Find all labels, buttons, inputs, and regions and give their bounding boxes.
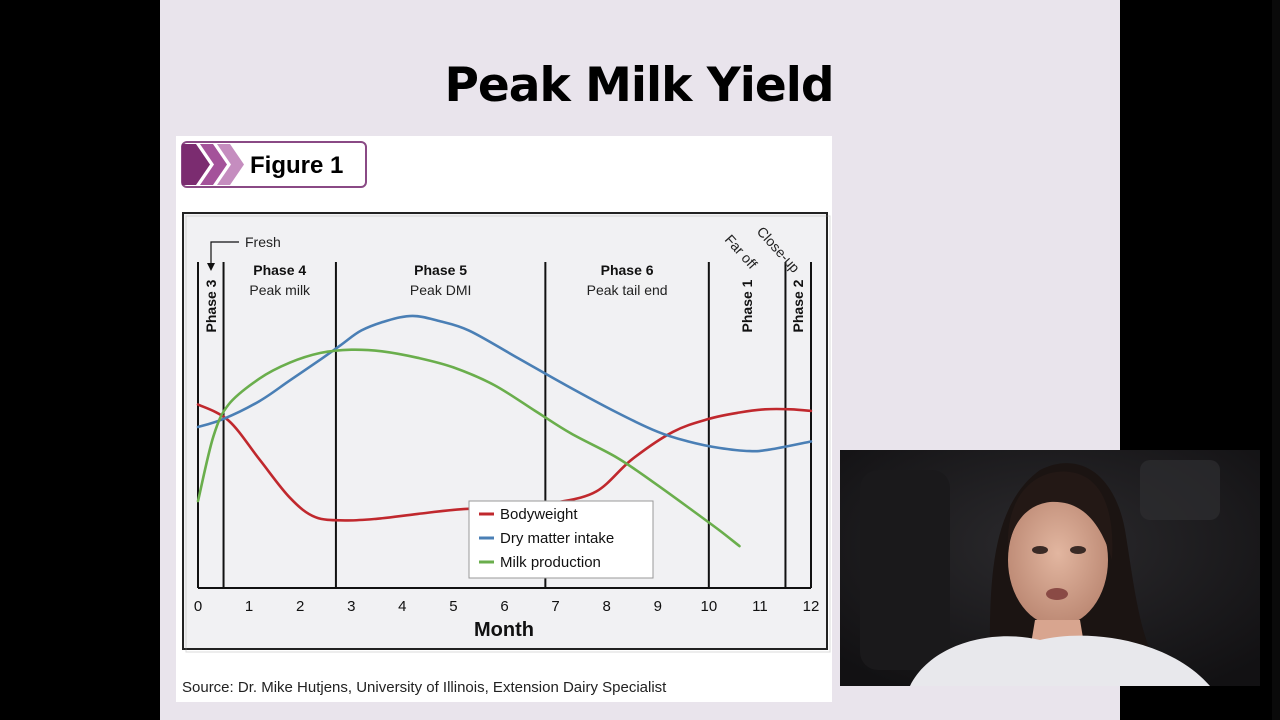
chart-frame [182, 212, 828, 650]
x-tick-label: 11 [752, 598, 768, 615]
phase-sublabel: Peak milk [249, 282, 311, 298]
x-tick-label: 0 [194, 598, 202, 615]
figure-source: Source: Dr. Mike Hutjens, University of … [182, 679, 667, 696]
chevron-1-icon [182, 144, 210, 185]
figure-badge: Figure 1 [181, 141, 367, 188]
x-tick-label: 6 [500, 598, 508, 615]
figure-label: Figure 1 [250, 152, 343, 179]
phase-sublabel: Peak DMI [410, 282, 471, 298]
phase-labels: Phase 3 Phase 4 Peak milk Phase 5 Peak DMI Ph… [203, 262, 806, 332]
chevron-3-icon [217, 144, 244, 185]
x-tick-labels: 0 1 2 3 4 5 6 7 8 9 10 11 12 [194, 598, 820, 615]
fresh-arrow-head-icon [207, 263, 215, 271]
window-edge [1272, 0, 1280, 720]
x-tick-label: 12 [803, 598, 820, 615]
x-tick-label: 3 [347, 598, 355, 615]
chart-frame-shadow [185, 215, 831, 653]
legend-box [468, 500, 654, 579]
chart-legend: Bodyweight Dry matter intake Milk producti… [468, 500, 654, 579]
slide-title: Peak Milk Yield [444, 58, 834, 113]
phase-label: Phase 6 [601, 262, 654, 278]
legend-label: Dry matter intake [500, 530, 614, 547]
series-line-milk-production [196, 348, 741, 548]
phase-sublabel: Peak tail end [587, 282, 668, 298]
phase-label: Phase 4 [253, 262, 306, 278]
x-tick-label: 2 [296, 598, 304, 615]
legend-label: Milk production [500, 554, 601, 571]
x-tick-label: 9 [654, 598, 662, 615]
x-axis-label: Month [474, 619, 534, 641]
phase-label-vertical: Phase 1 [739, 279, 755, 332]
presenter-image [840, 450, 1260, 686]
fresh-label: Fresh [245, 234, 281, 250]
x-tick-label: 1 [245, 598, 253, 615]
series-line-dry-matter-intake [196, 314, 813, 453]
x-tick-label: 5 [449, 598, 457, 615]
presenter-webcam [840, 450, 1260, 686]
phase-label-vertical: Phase 2 [790, 279, 806, 332]
fresh-arrow-line [210, 241, 239, 267]
x-tick-label: 4 [398, 598, 406, 615]
phase-label: Phase 5 [414, 262, 467, 278]
x-tick-label: 7 [551, 598, 559, 615]
phase-dividers [197, 262, 812, 588]
legend-label: Bodyweight [500, 506, 578, 523]
x-tick-label: 8 [602, 598, 610, 615]
x-tick-label: 10 [700, 598, 717, 615]
phase-label-vertical: Phase 3 [203, 279, 219, 332]
chevron-2-icon [200, 144, 227, 185]
fresh-annotation: Fresh [207, 234, 281, 271]
